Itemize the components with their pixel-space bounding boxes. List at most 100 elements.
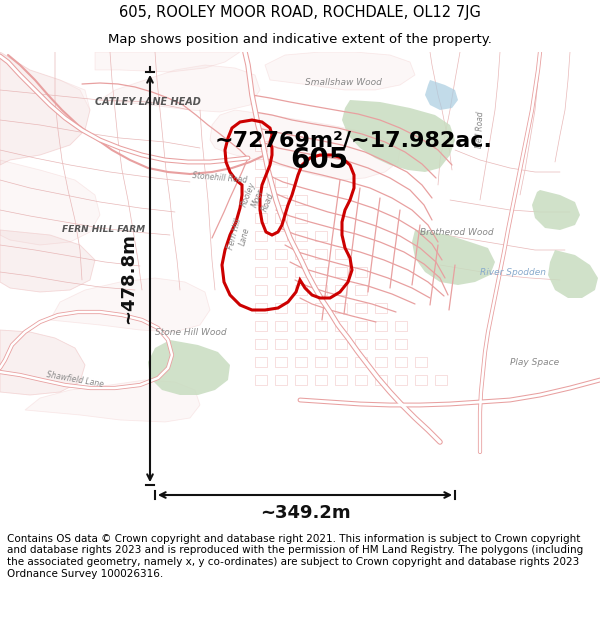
Bar [315, 357, 327, 367]
Text: 605, ROOLEY MOOR ROAD, ROCHDALE, OL12 7JG: 605, ROOLEY MOOR ROAD, ROCHDALE, OL12 7J… [119, 6, 481, 21]
Bar [375, 321, 387, 331]
Polygon shape [425, 80, 458, 110]
Bar [315, 321, 327, 331]
Bar [255, 213, 267, 223]
Bar [295, 231, 307, 241]
Text: Play Space: Play Space [510, 358, 559, 367]
Bar [295, 213, 307, 223]
Bar [395, 357, 407, 367]
Polygon shape [210, 110, 400, 180]
Polygon shape [548, 250, 598, 298]
Polygon shape [0, 160, 100, 245]
Bar [295, 339, 307, 349]
Bar [295, 267, 307, 277]
Polygon shape [95, 52, 240, 72]
Bar [255, 195, 267, 205]
Bar [255, 177, 267, 187]
Bar [355, 357, 367, 367]
Bar [275, 375, 287, 385]
Bar [295, 249, 307, 259]
Text: Stonehill Road: Stonehill Road [192, 171, 248, 185]
Bar [335, 339, 347, 349]
Bar [415, 357, 427, 367]
Bar [335, 321, 347, 331]
Text: Rooley
Moor
Road: Rooley Moor Road [239, 181, 277, 216]
Polygon shape [0, 330, 85, 395]
Bar [395, 339, 407, 349]
Bar [275, 357, 287, 367]
Bar [275, 321, 287, 331]
Bar [275, 231, 287, 241]
Bar [255, 339, 267, 349]
Polygon shape [0, 230, 95, 292]
Bar [375, 303, 387, 313]
Polygon shape [412, 230, 495, 285]
Bar [395, 375, 407, 385]
Text: Map shows position and indicative extent of the property.: Map shows position and indicative extent… [108, 32, 492, 46]
Bar [335, 375, 347, 385]
Polygon shape [342, 100, 455, 172]
Text: Shawfield Lane: Shawfield Lane [46, 371, 104, 389]
Bar [315, 231, 327, 241]
Bar [355, 339, 367, 349]
Bar [275, 249, 287, 259]
Text: CATLEY LANE HEAD: CATLEY LANE HEAD [95, 97, 201, 107]
Polygon shape [0, 52, 90, 165]
Bar [375, 339, 387, 349]
Bar [315, 375, 327, 385]
Polygon shape [50, 278, 210, 332]
Text: ~72769m²/~17.982ac.: ~72769m²/~17.982ac. [215, 130, 493, 150]
Bar [275, 303, 287, 313]
Text: Contains OS data © Crown copyright and database right 2021. This information is : Contains OS data © Crown copyright and d… [7, 534, 583, 579]
Bar [375, 375, 387, 385]
Text: Dell Road: Dell Road [475, 111, 485, 149]
Text: FERN HILL FARM: FERN HILL FARM [62, 225, 145, 234]
Bar [315, 267, 327, 277]
Bar [375, 357, 387, 367]
Bar [315, 303, 327, 313]
Bar [355, 267, 367, 277]
Bar [275, 213, 287, 223]
Text: Stone Hill Wood: Stone Hill Wood [155, 328, 227, 337]
Bar [335, 267, 347, 277]
Bar [335, 357, 347, 367]
Polygon shape [148, 340, 230, 395]
Polygon shape [0, 230, 95, 292]
Bar [435, 375, 447, 385]
Bar [255, 375, 267, 385]
Polygon shape [532, 190, 580, 230]
Bar [275, 267, 287, 277]
Polygon shape [265, 52, 415, 90]
Bar [315, 249, 327, 259]
Bar [255, 303, 267, 313]
Bar [275, 339, 287, 349]
Bar [255, 249, 267, 259]
Text: Brotherod Wood: Brotherod Wood [420, 228, 494, 237]
Text: River Spodden: River Spodden [480, 268, 546, 277]
Bar [295, 375, 307, 385]
Polygon shape [0, 330, 85, 395]
Bar [355, 285, 367, 295]
Bar [295, 195, 307, 205]
Bar [275, 195, 287, 205]
Polygon shape [100, 65, 260, 112]
Bar [415, 375, 427, 385]
Bar [255, 141, 267, 151]
Bar [355, 303, 367, 313]
Bar [255, 357, 267, 367]
Text: ~478.8m: ~478.8m [119, 233, 137, 324]
Bar [295, 357, 307, 367]
Bar [275, 285, 287, 295]
Bar [355, 375, 367, 385]
Bar [335, 285, 347, 295]
Bar [295, 321, 307, 331]
Bar [255, 267, 267, 277]
Bar [355, 321, 367, 331]
Bar [395, 321, 407, 331]
Bar [315, 339, 327, 349]
Bar [255, 321, 267, 331]
Text: Fern Hill
Lane: Fern Hill Lane [227, 217, 253, 252]
Bar [295, 285, 307, 295]
Text: 605: 605 [290, 146, 348, 174]
Text: ~349.2m: ~349.2m [260, 504, 350, 522]
